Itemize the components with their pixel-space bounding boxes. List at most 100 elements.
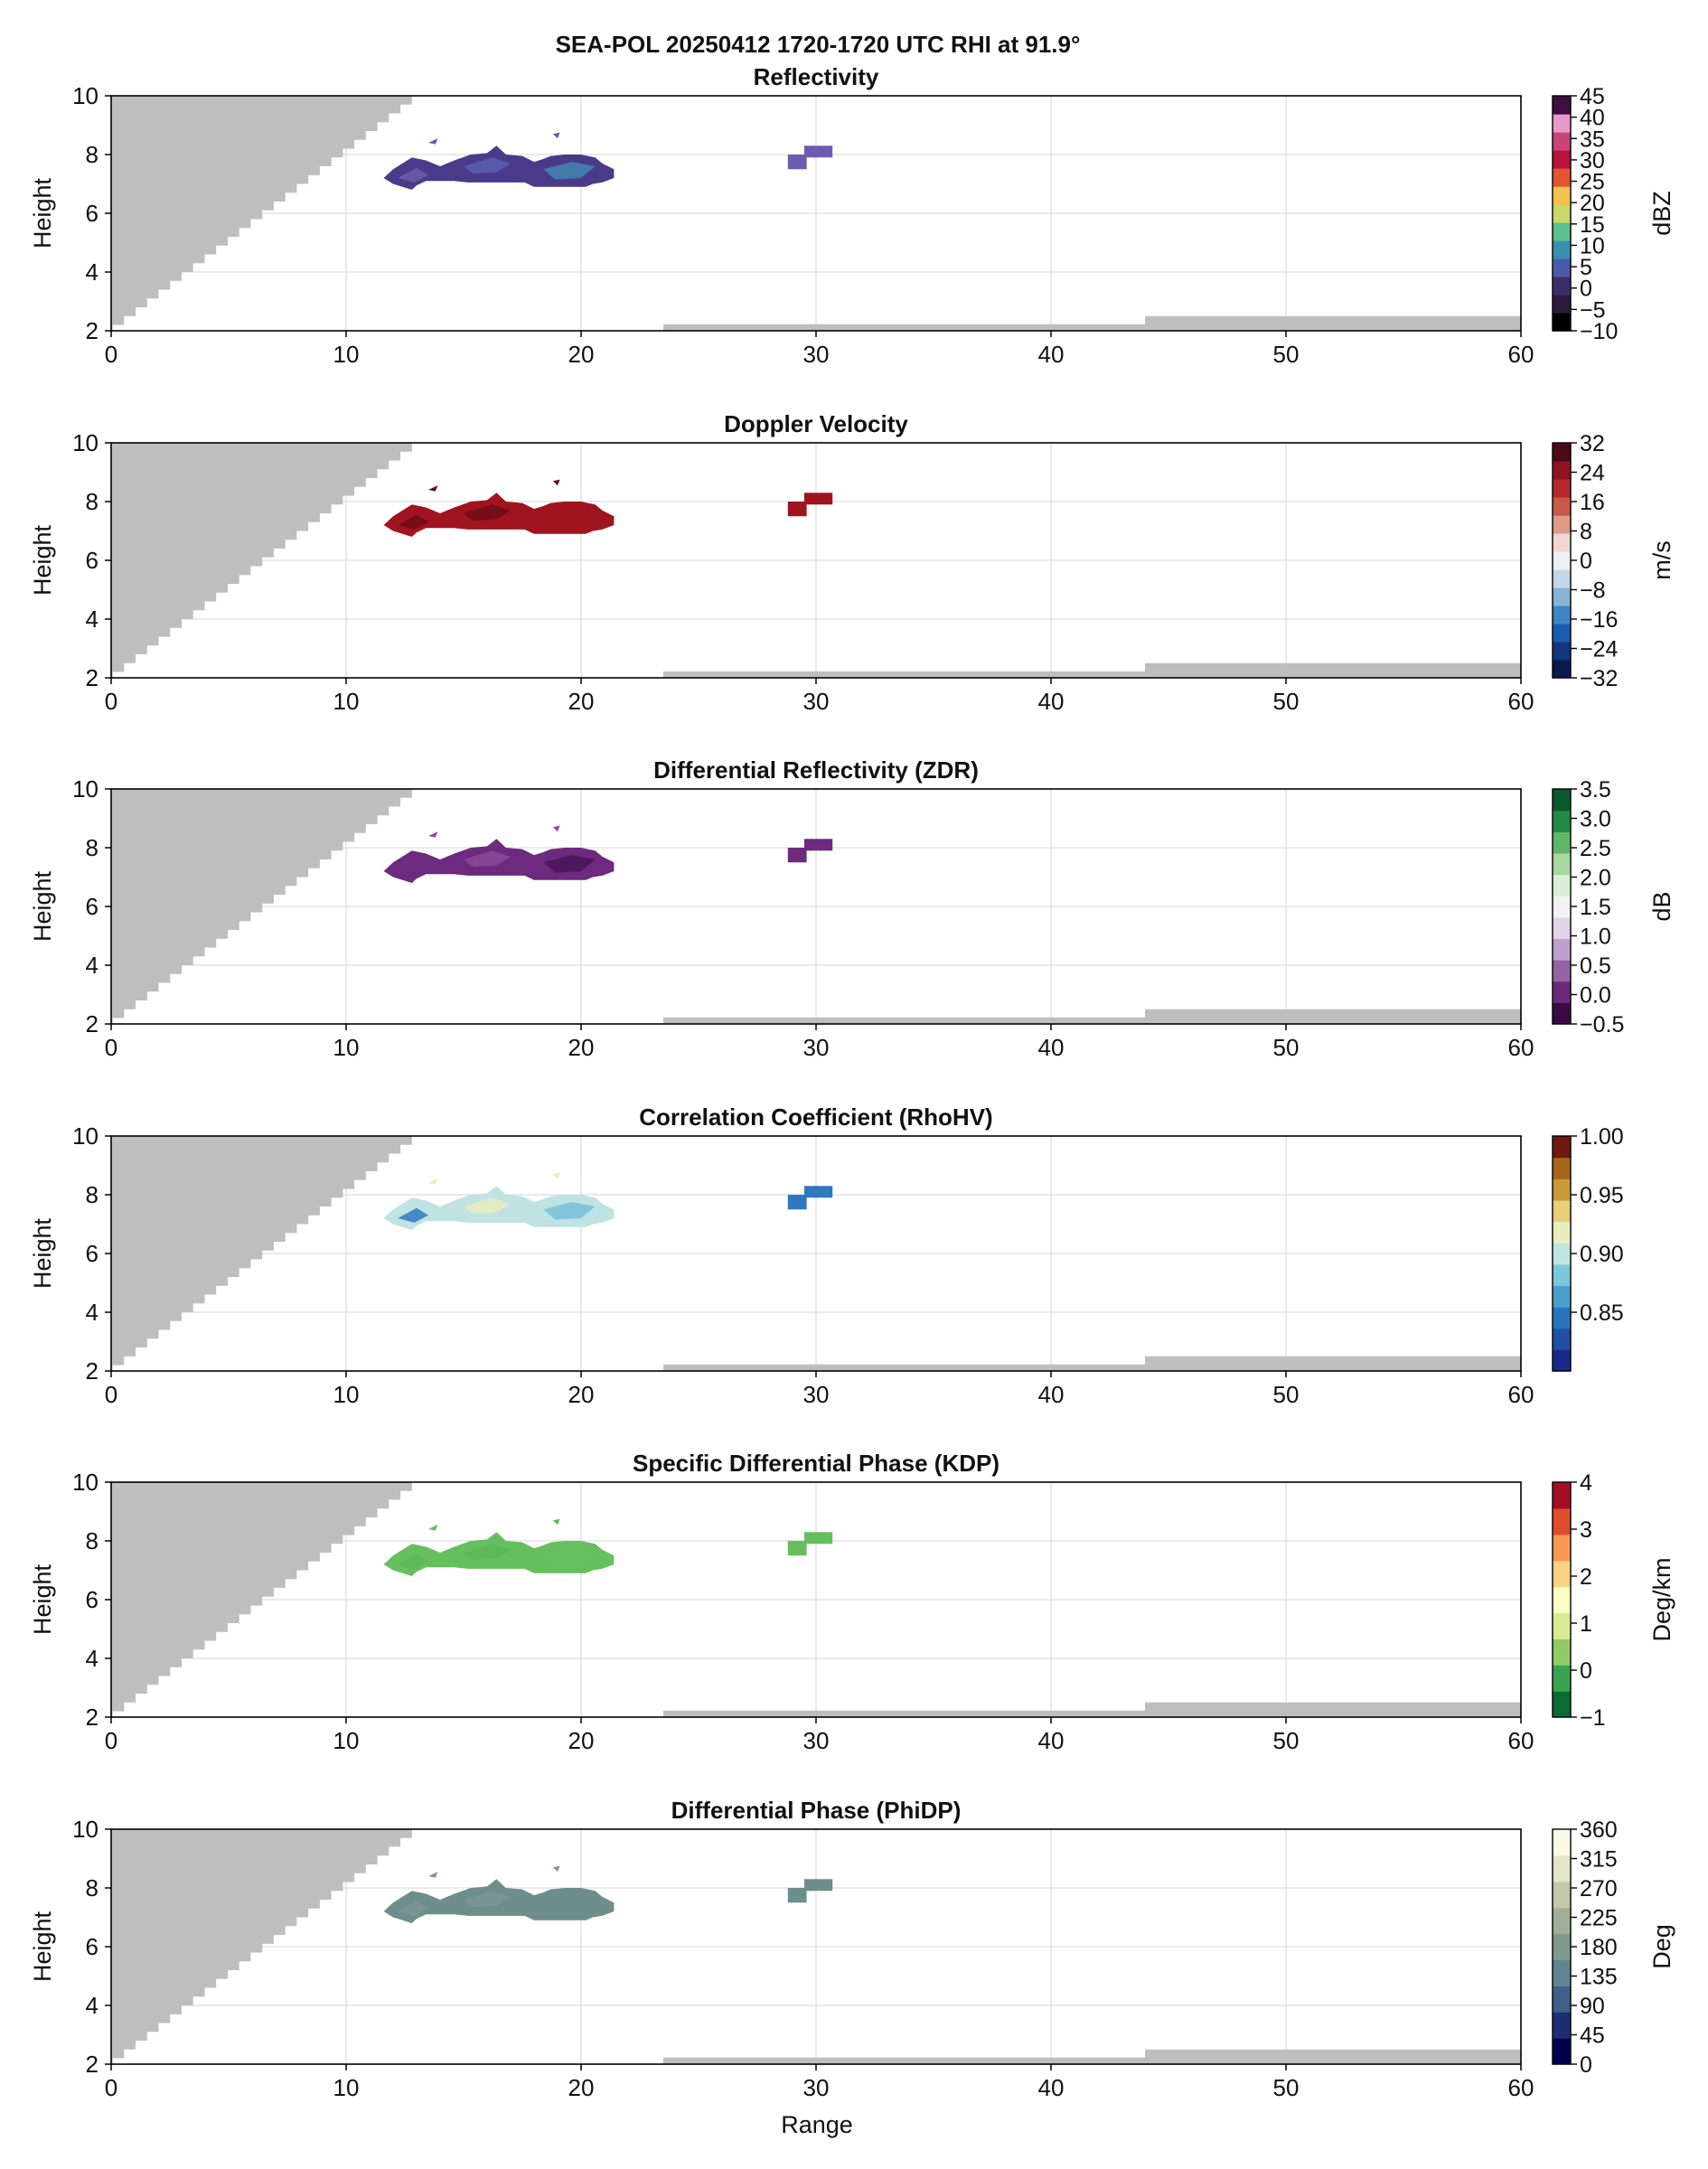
colorbar-segment <box>1553 1328 1571 1350</box>
colorbar-segment <box>1553 258 1571 277</box>
colorbar-tick-label: 1.5 <box>1580 895 1611 920</box>
colorbar: −32 −24 −16 −8 0 8 16 24 32 m/s <box>1552 431 1675 691</box>
colorbar-segment <box>1553 240 1571 259</box>
colorbar-segment <box>1553 874 1571 897</box>
colorbar-tick-label: 4 <box>1580 1470 1592 1496</box>
colorbar-tick-label: 45 <box>1580 2023 1605 2049</box>
echo-core <box>543 855 596 873</box>
echo-cell-far <box>787 1532 833 1556</box>
x-tick-label: 20 <box>568 688 595 715</box>
colorbar-segment <box>1553 1157 1571 1179</box>
x-tick-label: 50 <box>1273 2074 1300 2101</box>
y-tick-label: 8 <box>86 1181 99 1208</box>
echo-core <box>543 1202 596 1220</box>
colorbar-tick-label: 0 <box>1580 2052 1592 2078</box>
x-tick-label: 40 <box>1038 688 1065 715</box>
y-tick-label: 4 <box>86 1992 99 2019</box>
colorbar-segment <box>1553 1959 1571 1986</box>
colorbar-segment <box>1553 960 1571 982</box>
masked-region <box>111 1482 412 1717</box>
colorbar-segment <box>1553 1178 1571 1201</box>
y-axis-label: Height <box>29 870 56 942</box>
y-axis-label: Height <box>29 1911 56 1982</box>
colorbar-segment <box>1553 497 1571 516</box>
colorbar-label: Deg/km <box>1648 1557 1675 1641</box>
colorbar-label: m/s <box>1648 540 1675 580</box>
colorbar-label: dBZ <box>1648 191 1675 236</box>
masked-strip <box>663 671 1145 678</box>
colorbar-tick-label: −5 <box>1580 297 1606 323</box>
x-tick-label: 40 <box>1038 1034 1065 1061</box>
masked-strip <box>663 2057 1145 2064</box>
masked-strip <box>663 1364 1145 1371</box>
colorbar-tick-label: 360 <box>1580 1817 1618 1843</box>
colorbar: 0.85 0.90 0.95 1.00 <box>1552 1124 1624 1372</box>
masked-strip <box>663 1017 1145 1024</box>
colorbar-segment <box>1553 313 1571 332</box>
plot-area <box>111 1136 1521 1371</box>
colorbar-segment <box>1553 1612 1571 1639</box>
colorbar-tick-label: 2.0 <box>1580 866 1611 891</box>
y-tick-label: 2 <box>86 1357 99 1385</box>
colorbar-tick-label: 1.00 <box>1580 1124 1624 1150</box>
plot-area <box>111 96 1521 331</box>
colorbar-tick-label: 5 <box>1580 255 1592 280</box>
echo-cell-far <box>787 1186 833 1210</box>
colorbar-segment <box>1553 150 1571 169</box>
colorbar-segment <box>1553 981 1571 1003</box>
echo-speck <box>552 132 560 139</box>
x-tick-label: 0 <box>105 1034 117 1061</box>
y-tick-label: 8 <box>86 1874 99 1901</box>
echo-core <box>464 1891 511 1908</box>
colorbar-segment <box>1553 831 1571 854</box>
y-tick-label: 2 <box>86 1010 99 1038</box>
masked-strip <box>1145 315 1521 331</box>
colorbar: −1 0 1 2 3 4 Deg/km <box>1552 1470 1675 1731</box>
colorbar-tick-label: 270 <box>1580 1876 1618 1901</box>
x-tick-label: 40 <box>1038 1727 1065 1754</box>
echo-speck <box>428 1525 438 1531</box>
masked-region <box>111 1829 412 2064</box>
y-tick-label: 6 <box>86 1586 99 1613</box>
masked-region <box>111 789 412 1024</box>
colorbar-tick-label: 1 <box>1580 1611 1592 1637</box>
y-tick-label: 4 <box>86 606 99 633</box>
colorbar-tick-label: 315 <box>1580 1847 1618 1873</box>
echo-speck <box>428 831 438 838</box>
colorbar-tick-label: 30 <box>1580 148 1605 174</box>
colorbar-frame <box>1552 95 1572 332</box>
x-tick-label: 60 <box>1508 341 1534 368</box>
panel-3: Differential Reflectivity (ZDR)0 10 20 30 40… <box>29 756 1675 1061</box>
panel-6: Differential Phase (PhiDP)0 10 20 30 40 50 602… <box>29 1797 1675 2101</box>
colorbar-tick-label: −16 <box>1580 607 1618 633</box>
echo-core <box>464 1197 511 1215</box>
colorbar-segment <box>1553 1986 1571 2013</box>
colorbar-tick-label: −10 <box>1580 319 1618 344</box>
masked-strip <box>1145 662 1521 678</box>
y-axis-label: Height <box>29 1563 56 1635</box>
colorbar-segment <box>1553 551 1571 570</box>
x-tick-label: 10 <box>333 341 360 368</box>
echo-cell-far <box>787 1879 833 1903</box>
colorbar-tick-label: 0.0 <box>1580 983 1611 1009</box>
colorbar-tick-label: 20 <box>1580 191 1605 216</box>
colorbar: 0 45 90 135 180 225 270 315 360 Deg <box>1552 1817 1675 2078</box>
y-tick-label: 4 <box>86 1645 99 1672</box>
masked-strip <box>663 324 1145 331</box>
echo-core <box>464 1544 511 1561</box>
colorbar-segment <box>1553 132 1571 151</box>
x-tick-label: 60 <box>1508 1381 1534 1408</box>
echo-core <box>398 514 428 530</box>
x-tick-label: 0 <box>105 341 117 368</box>
colorbar-tick-label: 10 <box>1580 233 1605 258</box>
colorbar-segment <box>1553 916 1571 940</box>
colorbar-tick-label: −1 <box>1580 1705 1606 1731</box>
x-tick-label: 20 <box>568 1034 595 1061</box>
panel-title: Differential Phase (PhiDP) <box>671 1797 962 1824</box>
colorbar-tick-label: 135 <box>1580 1965 1618 1990</box>
x-tick-label: 10 <box>333 1034 360 1061</box>
colorbar-segment <box>1553 660 1571 679</box>
y-tick-label: 2 <box>86 2051 99 2078</box>
y-tick-label: 6 <box>86 893 99 920</box>
masked-strip <box>1145 1356 1521 1371</box>
